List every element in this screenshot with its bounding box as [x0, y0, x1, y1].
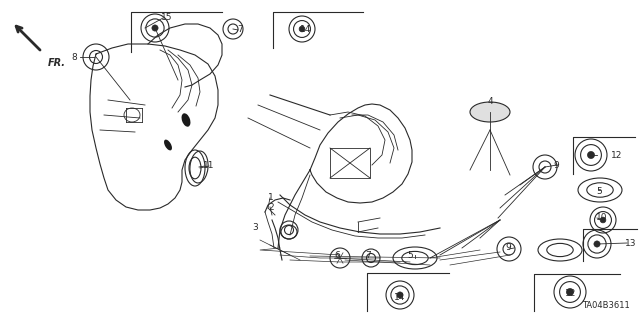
Text: 15: 15 — [161, 13, 173, 23]
Text: 2: 2 — [268, 203, 274, 211]
Text: 7: 7 — [365, 251, 371, 261]
Text: 5: 5 — [407, 250, 413, 259]
Text: 14: 14 — [394, 293, 405, 301]
Text: 14: 14 — [300, 26, 312, 34]
Circle shape — [152, 25, 158, 31]
Text: 1: 1 — [268, 194, 274, 203]
Text: 8: 8 — [71, 53, 77, 62]
Ellipse shape — [164, 140, 172, 150]
Text: 5: 5 — [596, 187, 602, 196]
Text: TA04B3611: TA04B3611 — [582, 301, 630, 310]
Text: 13: 13 — [625, 239, 637, 248]
Ellipse shape — [470, 102, 510, 122]
Circle shape — [588, 152, 595, 159]
Ellipse shape — [182, 113, 191, 127]
Text: FR.: FR. — [48, 58, 66, 68]
Circle shape — [299, 26, 305, 32]
Text: 12: 12 — [611, 151, 622, 160]
Text: 6: 6 — [334, 251, 340, 261]
Text: 12: 12 — [565, 288, 577, 298]
Text: 10: 10 — [596, 213, 607, 222]
Text: 9: 9 — [505, 243, 511, 253]
Circle shape — [566, 288, 573, 295]
Text: 7: 7 — [237, 26, 243, 34]
Text: 11: 11 — [203, 161, 214, 170]
Circle shape — [600, 217, 606, 223]
Text: 4: 4 — [487, 98, 493, 107]
Circle shape — [397, 292, 403, 298]
Text: 3: 3 — [252, 224, 258, 233]
Text: 9: 9 — [553, 160, 559, 169]
Circle shape — [594, 241, 600, 247]
